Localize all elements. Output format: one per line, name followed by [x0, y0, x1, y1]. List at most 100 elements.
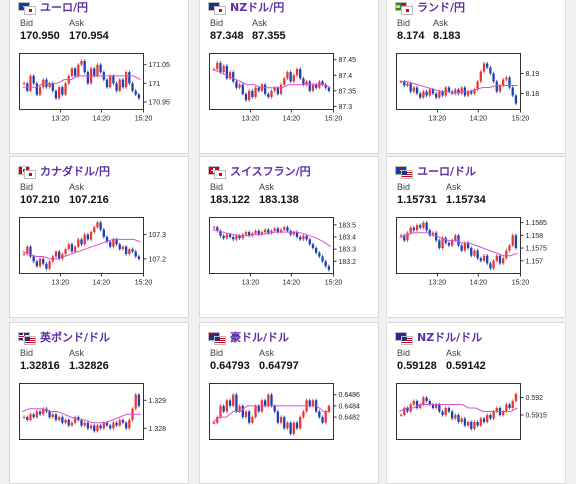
bid-value: 0.64793 [210, 360, 250, 372]
plot-frame [396, 53, 521, 110]
card-header[interactable]: 英ポンド/ドル [18, 329, 110, 345]
candle [105, 422, 109, 426]
candle [283, 227, 286, 230]
candle [447, 242, 451, 246]
candle [454, 235, 457, 241]
rate-card-aud-usd[interactable]: 豪ドル/ドル Bid Ask 0.64793 0.64797 0.6486 0.6… [199, 322, 379, 484]
pair-name[interactable]: NZドル/円 [230, 1, 285, 14]
pair-name[interactable]: カナダドル/円 [40, 165, 111, 178]
pair-name[interactable]: ユーロ/ドル [417, 165, 477, 178]
candle [279, 229, 283, 233]
candle [299, 236, 302, 240]
y-tick-label: 107.3 [149, 232, 167, 239]
candle [48, 83, 51, 88]
candle [505, 77, 508, 80]
rate-card-nzd-jpy[interactable]: NZドル/円 Bid Ask 87.348 87.355 87.45 87.4 87… [199, 0, 379, 154]
rate-card-chf-jpy[interactable]: スイスフラン/円 Bid Ask 183.122 183.138 183.5 18… [199, 156, 379, 318]
candle [403, 235, 406, 241]
candle [86, 72, 90, 84]
candle [286, 422, 289, 429]
candle [128, 72, 131, 84]
card-header[interactable]: カナダドル/円 [18, 163, 110, 179]
candle [327, 405, 331, 412]
candle [102, 422, 105, 429]
candle [51, 414, 54, 418]
rate-card-zar-jpy[interactable]: ランド/円 Bid Ask 8.174 8.183 8.19 8.18 13:20 1… [386, 0, 566, 154]
candle [225, 234, 228, 239]
candle [257, 230, 260, 235]
rate-card-cad-jpy[interactable]: カナダドル/円 Bid Ask 107.210 107.216 107.3 107… [9, 156, 189, 318]
candle [511, 235, 514, 246]
candle [514, 95, 518, 104]
candle [26, 417, 29, 420]
candle [134, 394, 137, 409]
candle [121, 79, 125, 88]
eu-us-flag-icon [395, 165, 413, 179]
candle [238, 84, 241, 88]
candle [435, 232, 438, 241]
ask-label: Ask [433, 18, 449, 28]
candle [473, 422, 476, 429]
pair-name[interactable]: スイスフラン/円 [230, 165, 311, 178]
ca-jp-flag-icon [18, 165, 36, 179]
card-header[interactable]: ユーロ/ドル [395, 163, 476, 179]
candle [270, 90, 273, 98]
candle [99, 425, 102, 429]
candlestick-chart: 0.592 0.5915 [396, 383, 547, 440]
x-tick-label: 13:20 [52, 280, 70, 287]
ask-label: Ask [252, 18, 268, 28]
candle [134, 251, 137, 257]
y-tick-label: 87.3 [339, 104, 353, 111]
candle [403, 81, 406, 86]
candle [311, 244, 315, 248]
card-header[interactable]: ランド/円 [395, 0, 465, 15]
candle [83, 60, 86, 73]
rate-card-gbp-usd[interactable]: 英ポンド/ドル Bid Ask 1.32816 1.32826 1.329 1.3… [9, 322, 189, 484]
card-header[interactable]: ユーロ/円 [18, 0, 88, 15]
candle [476, 81, 479, 90]
bid-value: 1.15731 [397, 194, 437, 206]
ask-value: 1.32826 [69, 360, 109, 372]
candle [276, 411, 280, 423]
candle [248, 90, 251, 101]
rate-card-eur-usd[interactable]: ユーロ/ドル Bid Ask 1.15731 1.15734 1.1585 1.1… [386, 156, 566, 318]
candle [61, 87, 64, 95]
candle [64, 419, 67, 423]
candle [292, 422, 295, 434]
bid-value: 107.210 [20, 194, 60, 206]
card-header[interactable]: 豪ドル/ドル [208, 329, 289, 345]
candle [435, 93, 438, 98]
candle [273, 87, 276, 91]
candle [235, 81, 238, 88]
x-tick-label: 14:20 [93, 280, 111, 287]
rate-card-nzd-usd[interactable]: NZドル/ドル Bid Ask 0.59128 0.59142 0.592 0.5… [386, 322, 566, 484]
candle [93, 227, 96, 233]
pair-name[interactable]: 豪ドル/ドル [230, 331, 290, 344]
rate-card-eur-jpy[interactable]: ユーロ/円 Bid Ask 170.950 170.954 171.05 171 1… [9, 0, 189, 154]
pair-name[interactable]: 英ポンド/ドル [40, 331, 111, 344]
candle [431, 232, 435, 236]
y-tick-label: 170.95 [149, 100, 171, 107]
x-tick-label: 15:20 [325, 116, 343, 123]
card-header[interactable]: スイスフラン/円 [208, 163, 311, 179]
pair-name[interactable]: ユーロ/円 [40, 1, 89, 14]
candle [492, 73, 495, 82]
candle [422, 91, 425, 98]
candle [105, 236, 109, 242]
moving-average-line [22, 75, 141, 88]
candle [244, 411, 248, 418]
ask-label: Ask [69, 182, 85, 192]
candle [460, 245, 463, 251]
moving-average-line [22, 408, 141, 424]
card-header[interactable]: NZドル/円 [208, 0, 284, 15]
candle [54, 414, 58, 420]
candle [61, 254, 64, 259]
pair-name[interactable]: ランド/円 [417, 1, 466, 14]
candle [251, 417, 254, 423]
candle [118, 244, 121, 250]
candle [109, 425, 112, 429]
pair-name[interactable]: NZドル/ドル [417, 331, 483, 344]
candle [460, 418, 463, 422]
card-header[interactable]: NZドル/ドル [395, 329, 482, 345]
candle [86, 234, 90, 240]
